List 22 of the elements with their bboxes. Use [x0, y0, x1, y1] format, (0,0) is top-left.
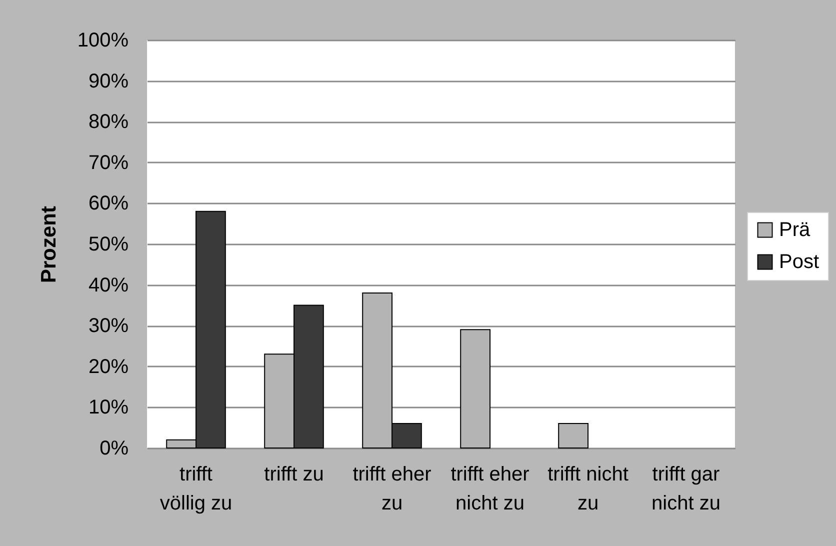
bar: [558, 423, 588, 448]
x-tick-label: trifft eher nicht zu: [450, 464, 530, 514]
x-tick-label: trifft nicht zu: [548, 464, 629, 514]
y-tick-label: 70%: [88, 152, 129, 174]
y-tick-label: 60%: [88, 192, 129, 215]
y-tick-label: 30%: [88, 315, 129, 338]
legend-label: Prä: [779, 219, 811, 241]
y-tick-label: 100%: [77, 30, 129, 52]
y-tick-label: 90%: [88, 70, 129, 92]
y-tick-label: 40%: [88, 274, 129, 296]
bar: [460, 329, 490, 448]
y-tick-label: 80%: [88, 111, 129, 134]
x-tick-label: trifft zu: [264, 464, 324, 486]
y-tick-label: 50%: [88, 234, 129, 256]
x-tick-label: trifft eher zu: [352, 464, 432, 514]
y-axis-title: Prozent: [37, 206, 60, 284]
y-tick-label: 0%: [100, 438, 129, 460]
x-tick-label: trifft gar nicht zu: [652, 464, 720, 514]
y-tick-label: 20%: [88, 356, 129, 378]
x-tick-label: trifft völlig zu: [160, 464, 232, 514]
y-tick-label: 10%: [88, 396, 129, 419]
legend-label: Post: [779, 251, 820, 273]
